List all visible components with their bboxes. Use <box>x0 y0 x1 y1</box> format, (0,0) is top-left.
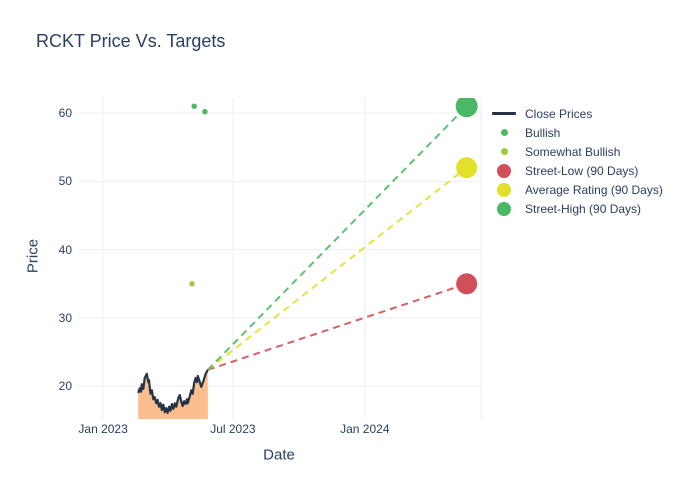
x-tick-label: Jan 2024 <box>340 422 390 436</box>
average-rating-90-days-projection-line[interactable] <box>207 166 468 371</box>
legend-item-street-low[interactable]: Street-Low (90 Days) <box>489 161 663 180</box>
street-high-90-days-marker[interactable] <box>455 95 478 118</box>
legend-item-somewhat-bullish[interactable]: Somewhat Bullish <box>489 142 663 161</box>
street-low-90-days-projection-line[interactable] <box>207 282 467 371</box>
y-axis-title: Price <box>24 238 42 274</box>
legend-item-street-high[interactable]: Street-High (90 Days) <box>489 199 663 218</box>
chart-title: RCKT Price Vs. Targets <box>36 31 226 51</box>
street-high-90-days-projection-line[interactable] <box>207 105 468 371</box>
close-price-area <box>138 369 208 419</box>
legend-label: Bullish <box>525 125 561 140</box>
legend-item-close-prices[interactable]: Close Prices <box>489 104 663 123</box>
bullish-dot-icon <box>500 129 508 136</box>
somewhat-bullish-dot-icon <box>500 148 508 155</box>
x-tick-label: Jul 2023 <box>210 422 256 436</box>
street-low-dot-icon <box>497 163 511 178</box>
average-rating-dot-icon <box>497 182 511 197</box>
y-tick-label: 60 <box>58 106 72 121</box>
legend-label: Street-Low (90 Days) <box>525 163 639 178</box>
series-layer <box>137 95 478 419</box>
legend: Close Prices Bullish Somewhat Bullish St… <box>489 104 663 218</box>
bullish-marker[interactable] <box>202 108 208 115</box>
y-tick-label: 30 <box>58 310 72 325</box>
bullish-marker[interactable] <box>191 103 197 109</box>
legend-label: Average Rating (90 Days) <box>525 182 663 197</box>
close-prices-line-swatch <box>492 112 516 115</box>
close-price-line[interactable] <box>137 369 209 414</box>
average-rating-90-days-marker[interactable] <box>456 157 478 179</box>
legend-item-average-rating[interactable]: Average Rating (90 Days) <box>489 180 663 199</box>
grid <box>78 98 482 419</box>
y-tick-label: 50 <box>58 174 72 189</box>
x-tick-label: Jan 2023 <box>78 422 128 436</box>
y-tick-label: 40 <box>58 242 72 257</box>
legend-label: Close Prices <box>525 106 593 121</box>
legend-item-bullish[interactable]: Bullish <box>489 123 663 142</box>
street-low-90-days-marker[interactable] <box>456 273 478 295</box>
legend-label: Somewhat Bullish <box>525 144 621 159</box>
x-axis-title: Date <box>263 446 295 464</box>
street-high-dot-icon <box>497 201 511 216</box>
y-tick-label: 20 <box>58 379 72 394</box>
legend-label: Street-High (90 Days) <box>525 201 642 216</box>
somewhat-bullish-marker[interactable] <box>189 281 195 287</box>
